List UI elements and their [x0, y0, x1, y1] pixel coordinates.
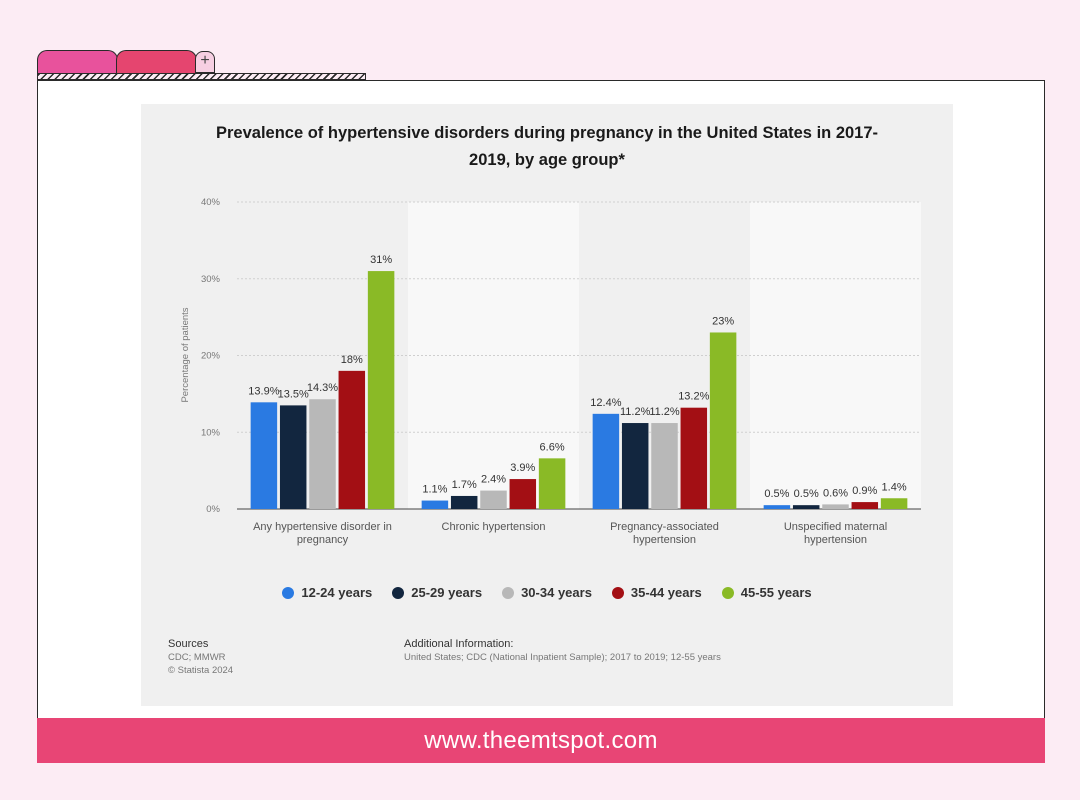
x-category-label: pregnancy [297, 534, 349, 546]
legend-marker [721, 586, 734, 599]
data-label: 11.2% [620, 406, 651, 418]
data-label: 3.9% [510, 462, 535, 474]
new-tab-button[interactable]: + [195, 51, 215, 73]
data-label: 0.5% [794, 488, 819, 500]
legend-label: 12-24 years [301, 585, 373, 600]
data-label: 13.2% [678, 391, 709, 403]
footer-url[interactable]: www.theemtspot.com [424, 727, 658, 754]
browser-tab-2[interactable] [116, 50, 197, 74]
chart-title-line-1: Prevalence of hypertensive disorders dur… [215, 124, 879, 142]
legend-marker [611, 586, 624, 599]
additional-info-text: United States; CDC (National Inpatient S… [404, 652, 721, 663]
bar [538, 458, 566, 509]
bar [450, 495, 478, 509]
data-label: 13.5% [278, 388, 309, 400]
bar [621, 423, 649, 509]
data-label: 13.9% [248, 385, 279, 397]
bar [250, 402, 278, 509]
bar [763, 505, 791, 509]
x-category-label: hypertension [804, 534, 867, 546]
chart-title: Prevalence of hypertensive disorders dur… [141, 120, 953, 174]
category-band [750, 202, 921, 509]
legend-item[interactable]: 35-44 years [611, 585, 702, 600]
legend-item[interactable]: 12-24 years [282, 585, 372, 600]
data-label: 0.5% [764, 488, 789, 500]
legend-item[interactable]: 45-55 years [721, 585, 812, 600]
x-category-label: hypertension [633, 534, 696, 546]
bar [421, 500, 449, 509]
data-label: 31% [370, 254, 392, 266]
bar [592, 413, 620, 509]
y-tick-label: 40% [201, 197, 221, 208]
legend-marker [392, 586, 405, 599]
sources-line-1: CDC; MMWR [168, 652, 226, 663]
data-label: 0.9% [852, 485, 877, 497]
y-tick-label: 20% [201, 351, 221, 362]
legend-label: 35-44 years [630, 585, 702, 600]
bar [279, 405, 307, 509]
data-label: 23% [712, 315, 734, 327]
bar [880, 498, 908, 509]
data-label: 6.6% [540, 441, 565, 453]
bar [338, 370, 366, 509]
data-label: 14.3% [307, 382, 338, 394]
y-tick-label: 0% [206, 504, 220, 515]
sources-heading: Sources [168, 638, 209, 650]
data-label: 2.4% [481, 474, 506, 486]
legend-marker [502, 586, 515, 599]
footer-banner[interactable]: www.theemtspot.com [37, 718, 1045, 763]
data-label: 11.2% [649, 406, 680, 418]
data-label: 1.1% [422, 484, 447, 496]
browser-tab-1[interactable] [37, 50, 118, 74]
bar [309, 399, 336, 509]
data-label: 12.4% [590, 397, 621, 409]
legend-label: 30-34 years [521, 585, 592, 600]
bar [367, 271, 395, 509]
sources-line-2: © Statista 2024 [168, 665, 234, 676]
legend-marker [282, 586, 295, 599]
data-label: 18% [341, 354, 363, 366]
x-category-label: Any hypertensive disorder in [253, 521, 392, 533]
bar [651, 423, 678, 509]
y-axis-label: Percentage of patients [180, 307, 191, 402]
legend-item[interactable]: 25-29 years [392, 585, 482, 600]
y-tick-label: 10% [201, 427, 221, 438]
data-label: 0.6% [823, 487, 848, 499]
bar [480, 490, 507, 509]
bar [822, 504, 849, 509]
legend-item[interactable]: 30-34 years [502, 585, 592, 600]
legend-label: 45-55 years [740, 585, 812, 600]
chart-title-line-2: 2019, by age group* [469, 151, 625, 169]
legend-label: 25-29 years [411, 585, 483, 600]
chart-legend: 12-24 years 25-29 years 30-34 years 35-44 y… [141, 585, 953, 600]
bar [680, 407, 708, 509]
bar [709, 332, 737, 509]
y-tick-label: 30% [201, 274, 221, 285]
data-label: 1.7% [452, 479, 477, 491]
data-label: 1.4% [882, 481, 907, 493]
additional-info-heading: Additional Information: [404, 638, 514, 650]
x-category-label: Chronic hypertension [442, 521, 546, 533]
bar [792, 505, 820, 509]
tab-bar-stripe [37, 73, 366, 80]
bar [509, 479, 537, 509]
bar [851, 502, 879, 509]
x-category-label: Pregnancy-associated [610, 521, 719, 533]
x-category-label: Unspecified maternal [784, 521, 887, 533]
